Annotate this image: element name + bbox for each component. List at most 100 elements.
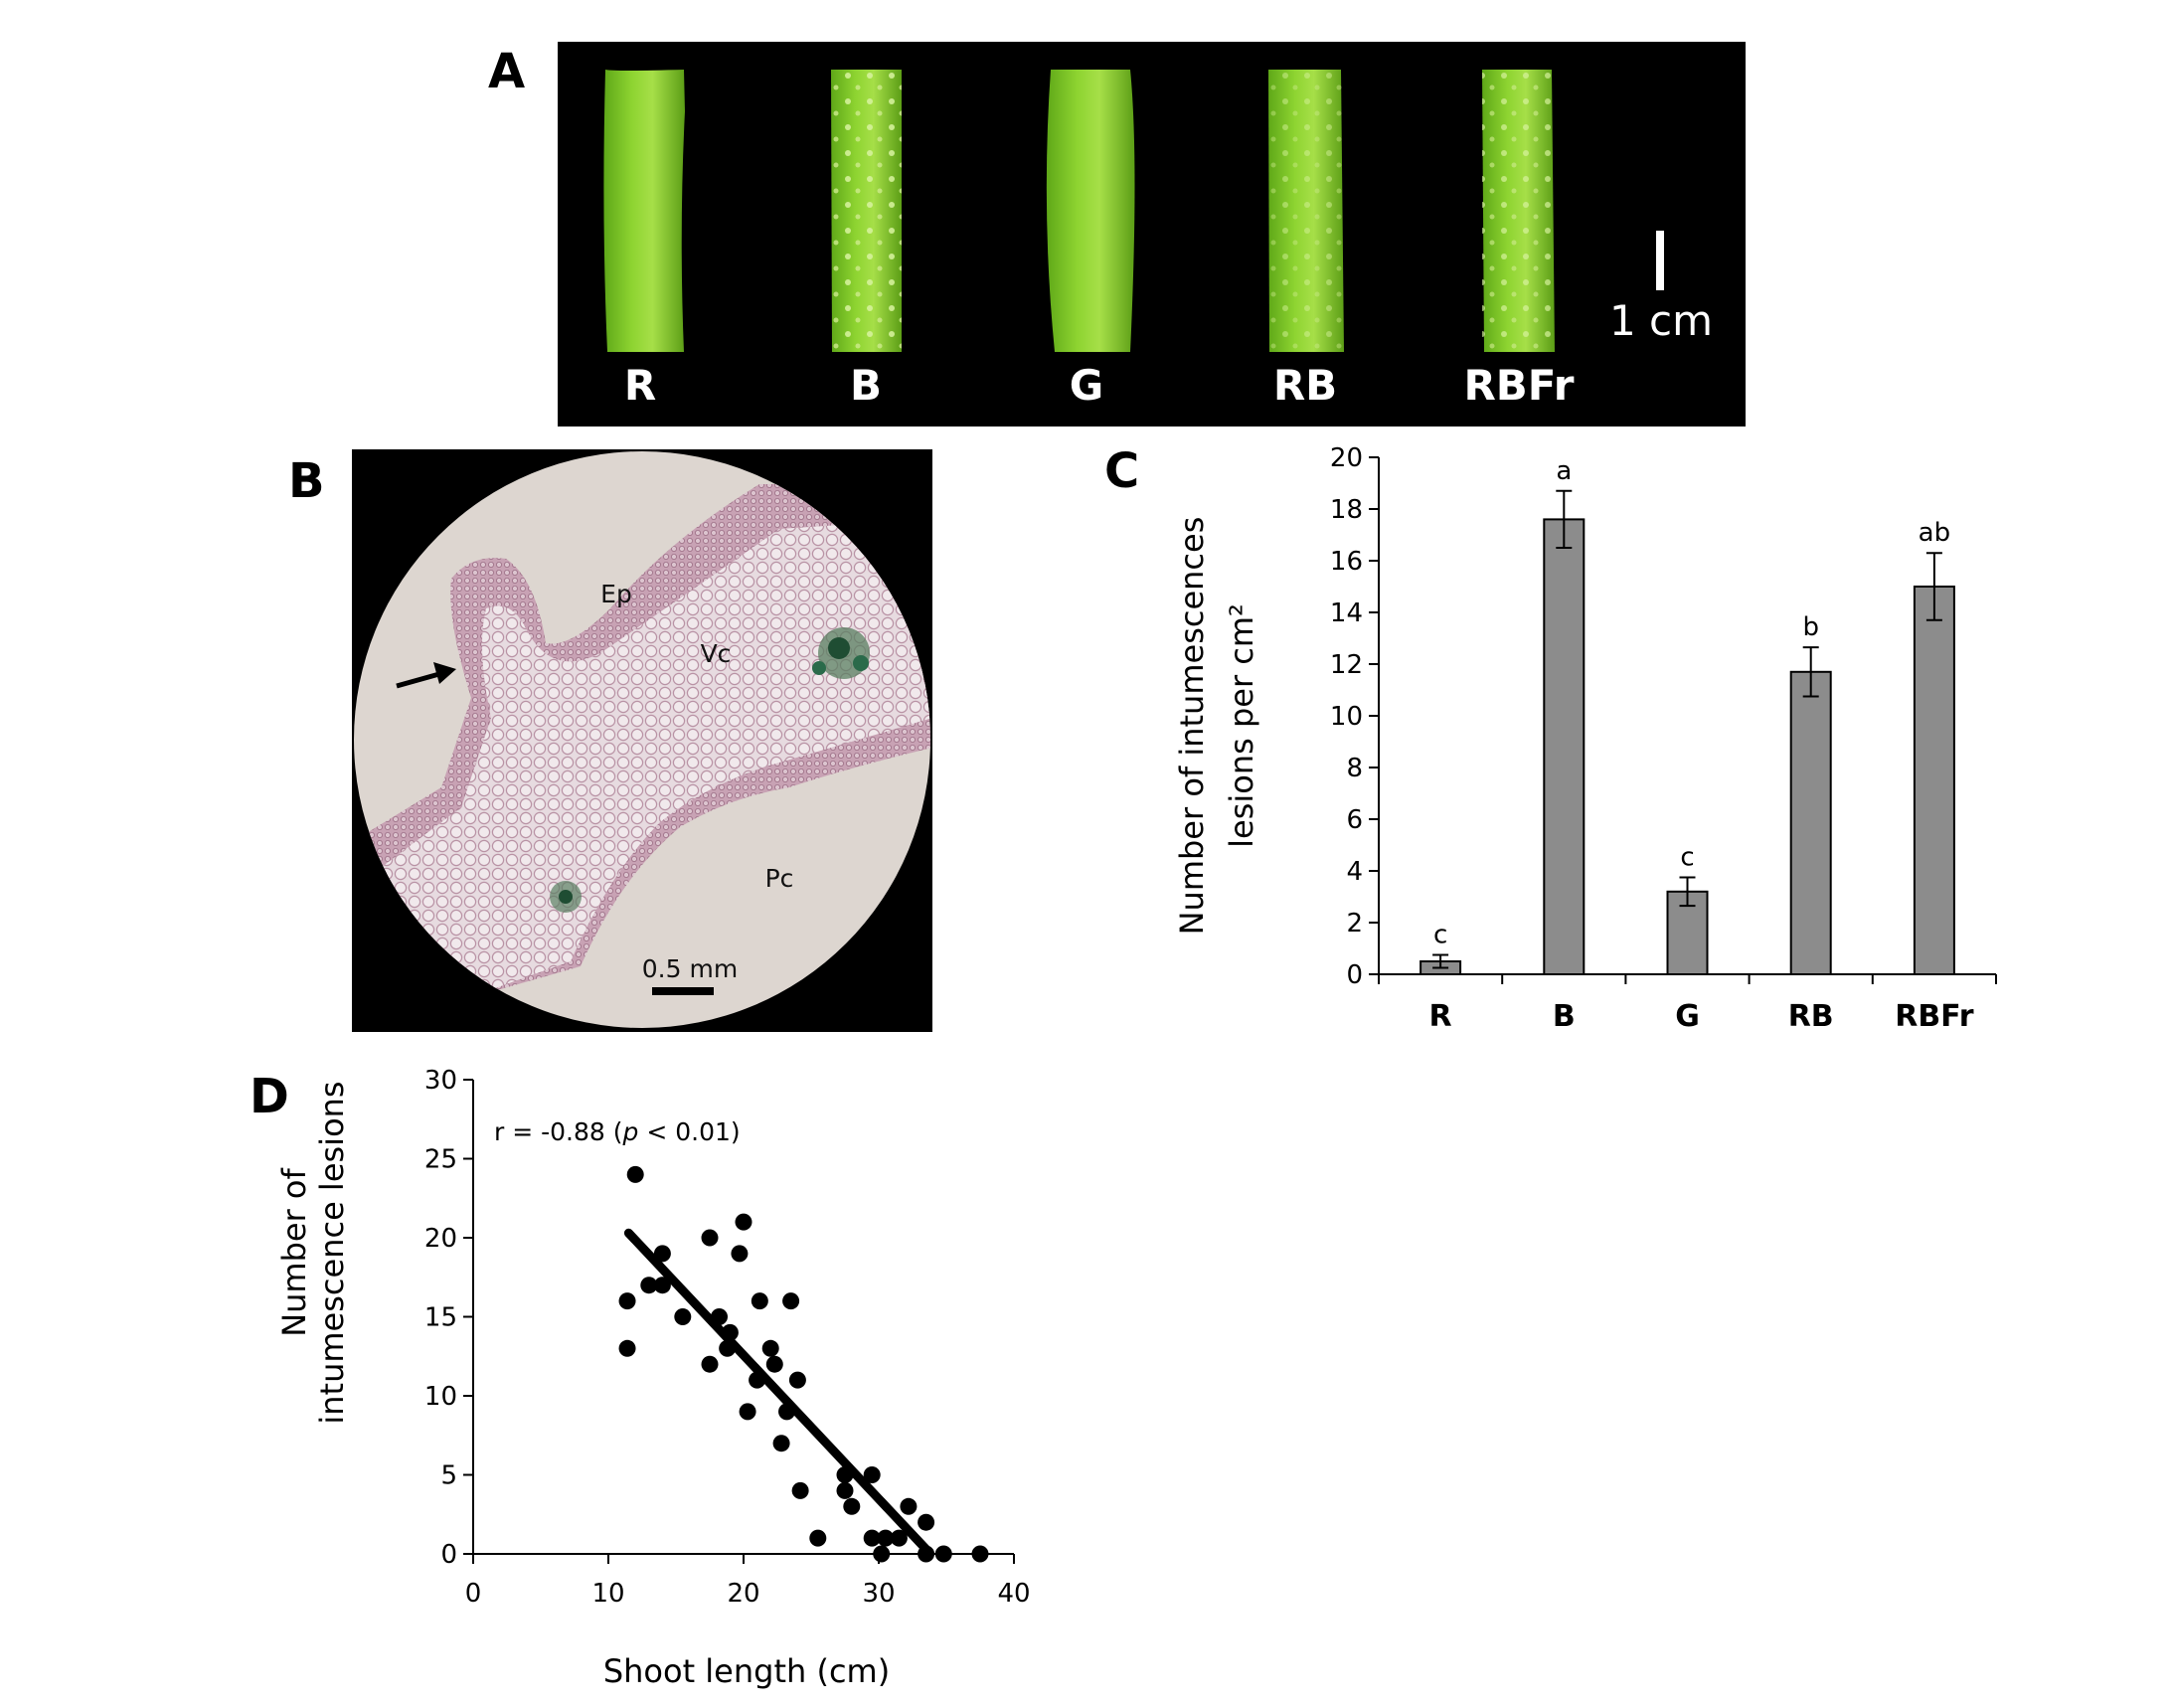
micro-scale-label: 0.5 mm [642,954,738,983]
bar-category-label: RB [1788,999,1834,1034]
scatter-ylabel-line-2: intumescence lesions [313,1081,351,1424]
data-point [918,1513,935,1531]
scatter-xlabel: Shoot length (cm) [603,1652,890,1690]
scatter-y-tick-label: 10 [424,1382,457,1412]
panel-letter-b: B [288,453,325,509]
scatter-x-tick-label: 40 [997,1579,1030,1609]
bar-chart-ylabel: Number of intumescences lesions per cm² [1173,517,1260,936]
scatter-y-tick-label: 30 [424,1066,457,1096]
stem-label-rb: RB [1273,361,1337,410]
data-point [863,1529,881,1547]
scatter-ylabel-line-1: Number of [275,1167,313,1336]
bar-rbfr [1913,586,1955,975]
data-point [765,1355,783,1373]
data-point [772,1435,790,1452]
panel-letter-a: A [488,44,526,99]
scale-bar-label: 1 cm [1609,296,1713,345]
bar-y-tick-label: 0 [1346,960,1363,990]
trend-line [623,1228,931,1554]
significance-letter: c [1680,843,1694,873]
scale-bar-1cm [1656,231,1664,290]
scatter-x-tick-label: 10 [591,1579,624,1609]
bar-y-tick-label: 2 [1346,909,1363,939]
data-point [701,1355,719,1373]
data-point [778,1403,796,1421]
data-point [873,1545,891,1563]
data-point [900,1497,918,1515]
bar-y-tick-label: 20 [1330,443,1363,473]
scatter-y-tick-label: 5 [440,1461,457,1491]
scatter-y-tick-label: 15 [424,1303,457,1333]
data-point [711,1308,729,1325]
data-point [788,1371,806,1389]
arrow-head [433,662,456,684]
scatter-x-tick-label: 0 [465,1579,482,1609]
significance-letter: a [1556,456,1572,486]
bar-y-tick-label: 10 [1330,702,1363,732]
bar-b [1543,518,1586,976]
data-point [843,1497,861,1515]
data-point [890,1529,908,1547]
data-point [640,1277,658,1294]
data-point [782,1292,800,1310]
bar-category-label: G [1675,999,1700,1034]
label-pc: Pc [765,864,794,893]
micrograph-image: Ep Vc Pc 0.5 mm [354,451,930,1028]
bar-chart-ylabel-line-2: lesions per cm² [1223,603,1260,848]
bar-rb [1789,670,1832,976]
data-point [877,1529,895,1547]
panel-letter-c: C [1104,443,1140,499]
data-point [618,1339,636,1357]
scatter-x-tick-label: 20 [727,1579,759,1609]
scatter-y-tick-label: 20 [424,1224,457,1254]
data-point [739,1403,756,1421]
data-point [626,1165,644,1183]
data-point [863,1466,881,1483]
scatter-y-tick-label: 0 [440,1540,457,1570]
data-point [918,1545,935,1563]
data-point [934,1545,952,1563]
stem-r [603,70,685,352]
bar-category-label: RBFr [1895,999,1974,1034]
bar-y-tick-label: 16 [1330,547,1363,577]
significance-letter: ab [1919,518,1950,548]
scatter-annotation: r = -0.88 (p < 0.01) [494,1117,741,1146]
label-vc: Vc [701,639,732,668]
micro-scale-bar [652,987,714,995]
data-point [836,1466,854,1483]
data-point [731,1245,749,1263]
data-point [761,1339,779,1357]
bar-category-label: B [1553,999,1576,1034]
bar-y-tick-label: 14 [1330,598,1363,628]
micrograph-panel: Ep Vc Pc 0.5 mm [352,449,932,1032]
bar-y-tick-label: 8 [1346,754,1363,783]
data-point [791,1481,809,1499]
label-ep: Ep [600,580,632,608]
stem-label-b: B [850,361,882,410]
significance-letter: c [1433,921,1447,950]
data-point [719,1339,737,1357]
data-point [701,1229,719,1247]
bar-chart: Number of intumescences lesions per cm² … [1173,443,1997,1034]
scatter-x-tick-label: 30 [862,1579,895,1609]
significance-letter: b [1802,612,1819,642]
stem-label-g: G [1070,361,1103,410]
scatter-y-tick-label: 25 [424,1145,457,1175]
stem-label-r: R [624,361,656,410]
bar-y-tick-label: 6 [1346,805,1363,835]
bar-y-tick-label: 4 [1346,857,1363,887]
bar-y-tick-label: 18 [1330,495,1363,525]
data-point [836,1481,854,1499]
data-point [653,1277,671,1294]
data-point [674,1308,692,1325]
data-point [735,1213,752,1231]
data-point [751,1292,768,1310]
bar-y-tick-label: 12 [1330,650,1363,680]
data-point [618,1292,636,1310]
stem-photo-panel: 1 cm R B G RB RBFr [558,42,1746,427]
data-point [749,1371,766,1389]
scatter-chart: Number of intumescence lesions Shoot len… [275,1066,1031,1690]
data-point [971,1545,989,1563]
bar-category-label: R [1429,999,1452,1034]
stem-photo-image: 1 cm R B G RB RBFr [603,70,1713,410]
